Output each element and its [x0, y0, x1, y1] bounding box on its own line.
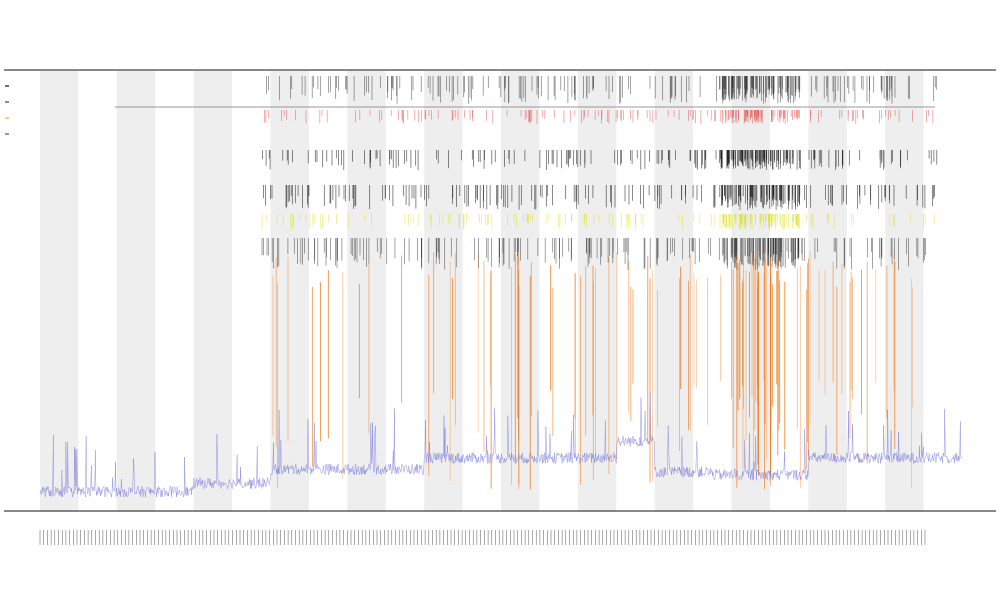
shaded-band-2 — [193, 71, 233, 511]
shaded-bands — [40, 71, 924, 511]
shaded-band-3 — [270, 71, 309, 511]
event-track-3 — [263, 185, 935, 210]
event-track-4 — [261, 214, 935, 230]
series-layer — [39, 392, 963, 498]
shaded-band-0 — [40, 71, 79, 511]
series-line-0 — [39, 392, 963, 498]
legend — [5, 85, 9, 135]
x-tick-labels — [39, 530, 926, 545]
shaded-band-4 — [347, 71, 386, 511]
shaded-band-10 — [808, 71, 847, 511]
shaded-band-1 — [116, 71, 156, 511]
shaded-band-6 — [501, 71, 540, 511]
shaded-band-8 — [654, 71, 694, 511]
event-track-2 — [262, 150, 938, 170]
shaded-band-11 — [885, 71, 924, 511]
event-track-1 — [264, 110, 934, 124]
event-tracks — [261, 76, 938, 270]
event-track-0 — [266, 76, 937, 104]
shaded-band-5 — [424, 71, 463, 511]
event-track-5 — [261, 238, 926, 270]
spike-layer — [272, 250, 914, 490]
shaded-band-7 — [577, 71, 617, 511]
